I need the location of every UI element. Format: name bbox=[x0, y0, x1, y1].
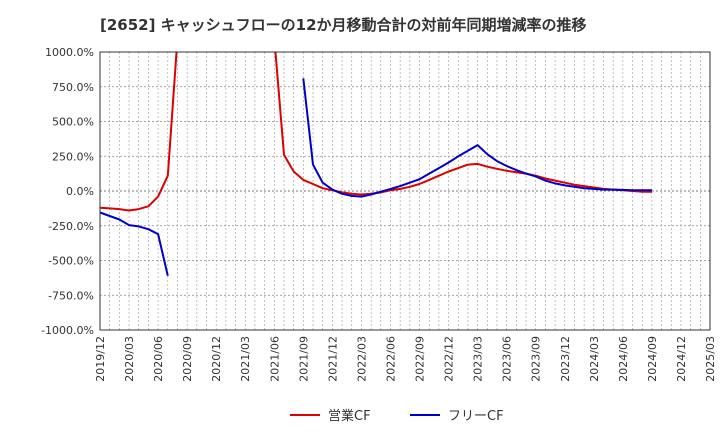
x-tick-label: 2022/03 bbox=[355, 336, 368, 382]
x-tick-label: 2021/06 bbox=[268, 336, 281, 382]
y-tick-label: -1000.0% bbox=[41, 324, 94, 337]
y-tick-label: 0.0% bbox=[66, 185, 94, 198]
x-tick-label: 2020/03 bbox=[123, 336, 136, 382]
legend: 営業CF フリーCF bbox=[290, 408, 504, 424]
x-tick-label: 2021/09 bbox=[297, 336, 310, 382]
y-tick-label: -250.0% bbox=[48, 220, 94, 233]
series-line-free-cf bbox=[100, 211, 169, 277]
x-tick-label: 2024/09 bbox=[646, 336, 659, 382]
y-tick-label: -750.0% bbox=[48, 289, 94, 302]
series-line-operating-cf bbox=[100, 52, 178, 212]
x-tick-label: 2021/12 bbox=[326, 336, 339, 382]
x-tick-label: 2022/12 bbox=[443, 336, 456, 382]
legend-label: 営業CF bbox=[328, 408, 371, 424]
legend-label: フリーCF bbox=[448, 409, 504, 424]
x-tick-label: 2024/06 bbox=[617, 336, 630, 382]
x-tick-label: 2019/12 bbox=[94, 336, 107, 382]
x-tick-label: 2023/12 bbox=[559, 336, 572, 382]
x-tick-label: 2024/12 bbox=[675, 336, 688, 382]
x-tick-label: 2021/03 bbox=[239, 336, 252, 382]
series-lines bbox=[100, 52, 652, 277]
series-line-free-cf bbox=[302, 78, 652, 198]
x-tick-label: 2024/03 bbox=[588, 336, 601, 382]
x-tick-label: 2023/06 bbox=[501, 336, 514, 382]
x-tick-label: 2020/12 bbox=[210, 336, 223, 382]
x-tick-label: 2020/06 bbox=[152, 336, 165, 382]
x-tick-label: 2023/03 bbox=[472, 336, 485, 382]
x-tick-label: 2022/06 bbox=[384, 336, 397, 382]
x-tick-label: 2022/09 bbox=[414, 336, 427, 382]
y-tick-label: 750.0% bbox=[52, 81, 94, 94]
x-tick-label: 2023/09 bbox=[530, 336, 543, 382]
grid bbox=[99, 51, 711, 331]
y-tick-label: -500.0% bbox=[48, 255, 94, 268]
y-tick-label: 500.0% bbox=[52, 116, 94, 129]
y-tick-label: 1000.0% bbox=[45, 46, 94, 59]
axes: 1000.0% 750.0% 500.0% 250.0% 0.0% -250.0% -500… bbox=[41, 46, 717, 382]
x-tick-label: 2025/03 bbox=[704, 336, 717, 382]
x-tick-label: 2020/09 bbox=[181, 336, 194, 382]
chart-title: [2652] キャッシュフローの12か月移動合計の対前年同期増減率の推移 bbox=[100, 16, 587, 34]
y-tick-label: 250.0% bbox=[52, 150, 94, 163]
plot-frame bbox=[99, 51, 711, 331]
